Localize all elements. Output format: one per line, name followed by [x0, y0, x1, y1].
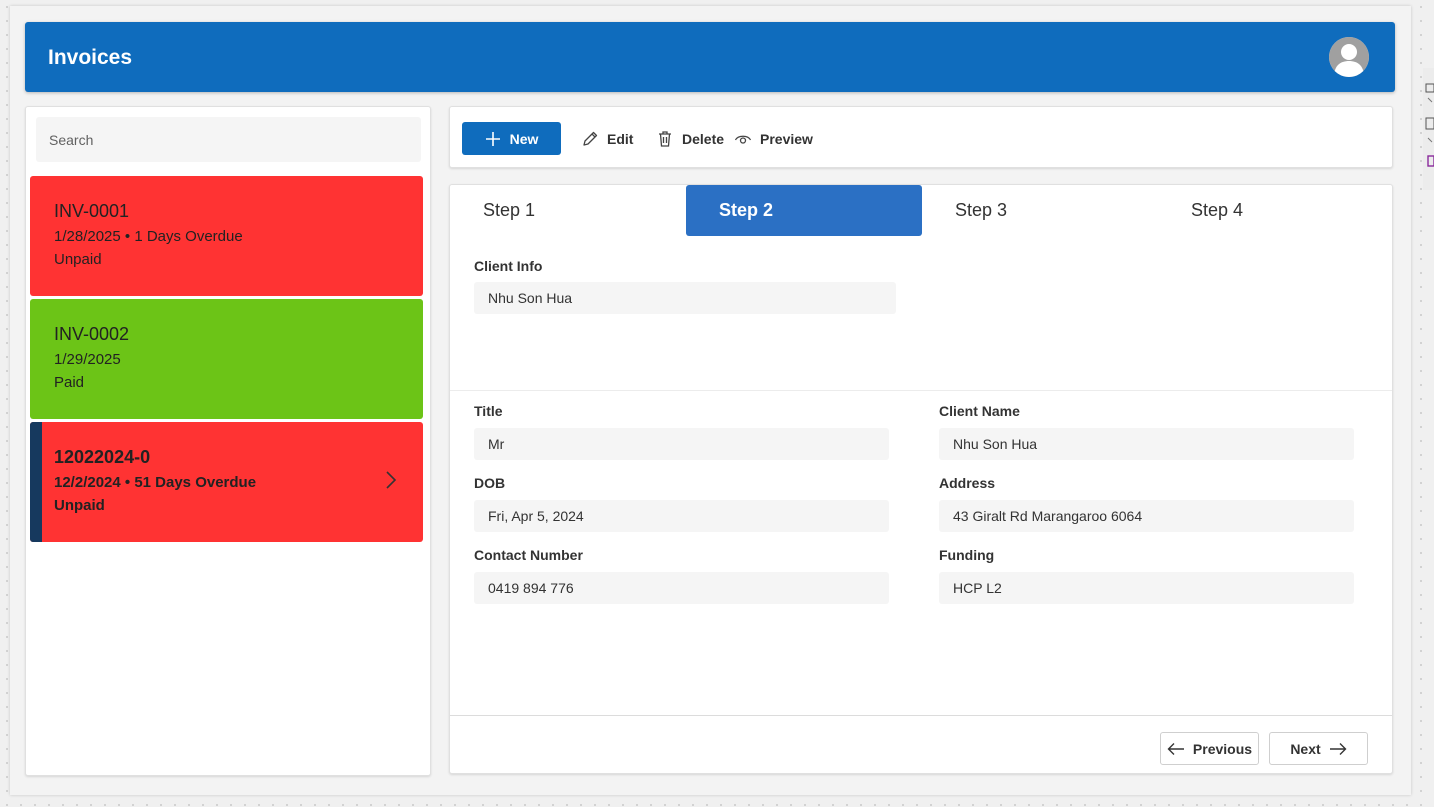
command-bar: New Edit Delete Preview — [449, 106, 1393, 168]
trash-icon — [659, 130, 671, 147]
new-button[interactable]: New — [462, 122, 561, 155]
dob-label: DOB — [474, 475, 506, 491]
invoice-number: INV-0001 — [54, 201, 130, 221]
user-icon — [1329, 37, 1369, 77]
section-divider — [450, 390, 1392, 391]
eye-icon — [734, 135, 752, 144]
invoice-date: 1/29/2025 — [54, 351, 121, 368]
app-canvas: Invoices INV-0001 1/28/2025 • 1 Days Ove… — [10, 6, 1411, 795]
invoice-status: Unpaid — [54, 251, 102, 268]
preview-button[interactable]: Preview — [734, 122, 813, 155]
previous-button[interactable]: Previous — [1160, 732, 1259, 765]
invoice-date: 12/2/2024 • 51 Days Overdue — [54, 474, 257, 491]
client-name-field[interactable]: Nhu Son Hua — [939, 428, 1354, 460]
title-field[interactable]: Mr — [474, 428, 889, 460]
tab-step-4[interactable]: Step 4 — [1191, 200, 1244, 220]
page-title: Invoices — [48, 46, 133, 69]
arrow-left-icon — [1167, 742, 1184, 755]
tab-step-3[interactable]: Step 3 — [955, 200, 1008, 220]
invoice-date: 1/28/2025 • 1 Days Overdue — [54, 228, 243, 245]
tool-icon[interactable] — [1423, 68, 1434, 178]
invoice-status: Paid — [54, 374, 85, 391]
client-name-label: Client Name — [939, 403, 1020, 419]
search-input[interactable] — [36, 117, 421, 162]
edit-button[interactable]: Edit — [581, 122, 633, 155]
app-header: Invoices — [25, 22, 1395, 92]
side-tool-strip — [1423, 68, 1434, 190]
new-button-label: New — [509, 130, 539, 147]
invoice-number: INV-0002 — [54, 324, 130, 344]
dob-field[interactable]: Fri, Apr 5, 2024 — [474, 500, 889, 532]
invoice-number: 12022024-0 — [54, 447, 151, 467]
invoice-form-panel: Step 1 Step 2 Step 3 Step 4 Client Info … — [449, 184, 1393, 774]
contact-number-label: Contact Number — [474, 547, 583, 563]
title-label: Title — [474, 403, 503, 419]
edit-button-label: Edit — [607, 130, 634, 147]
client-info-label: Client Info — [474, 258, 543, 274]
invoice-status: Unpaid — [54, 497, 105, 514]
invoice-card-3[interactable]: 12022024-0 12/2/2024 • 51 Days Overdue U… — [30, 422, 423, 542]
selection-indicator — [30, 422, 42, 542]
funding-label: Funding — [939, 547, 995, 563]
pencil-icon — [583, 131, 598, 146]
previous-button-label: Previous — [1192, 740, 1253, 757]
preview-button-label: Preview — [760, 130, 813, 147]
delete-button[interactable]: Delete — [656, 122, 724, 155]
invoice-card-1[interactable]: INV-0001 1/28/2025 • 1 Days Overdue Unpa… — [30, 176, 423, 296]
tab-step-1[interactable]: Step 1 — [483, 200, 536, 220]
contact-number-field[interactable]: 0419 894 776 — [474, 572, 889, 604]
avatar[interactable] — [1329, 37, 1369, 77]
address-field[interactable]: 43 Giralt Rd Marangaroo 6064 — [939, 500, 1354, 532]
chevron-right-icon[interactable] — [385, 470, 397, 490]
address-label: Address — [939, 475, 996, 491]
delete-button-label: Delete — [682, 130, 725, 147]
invoice-list-panel: INV-0001 1/28/2025 • 1 Days Overdue Unpa… — [25, 106, 431, 776]
tab-step-2[interactable]: Step 2 — [686, 185, 922, 236]
client-info-field[interactable]: Nhu Son Hua — [474, 282, 896, 314]
funding-field[interactable]: HCP L2 — [939, 572, 1354, 604]
plus-icon — [485, 131, 500, 146]
footer-divider — [450, 715, 1392, 716]
invoice-card-2[interactable]: INV-0002 1/29/2025 Paid — [30, 299, 423, 419]
next-button[interactable]: Next — [1269, 732, 1368, 765]
arrow-right-icon — [1329, 742, 1347, 755]
next-button-label: Next — [1290, 740, 1321, 757]
